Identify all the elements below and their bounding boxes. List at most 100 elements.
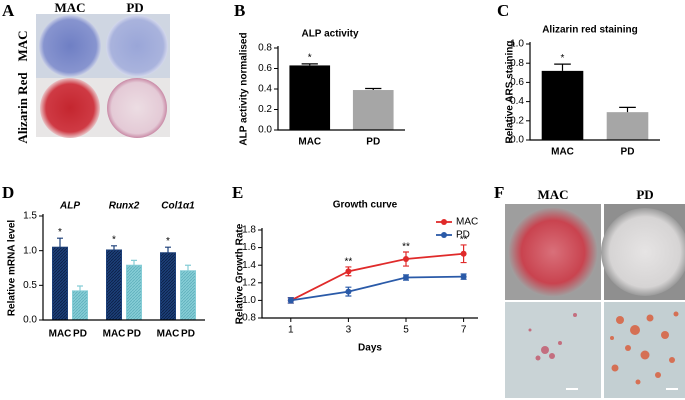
y-tick-label: 0.0 xyxy=(23,315,37,326)
bar xyxy=(541,70,584,140)
y-tick-label: 0.8 xyxy=(510,58,524,69)
x-tick-label: PD xyxy=(73,329,87,340)
column-label: PD xyxy=(636,187,653,202)
category-label: Runx2 xyxy=(109,201,140,212)
error-bar xyxy=(619,106,636,113)
y-tick-label: 0.2 xyxy=(258,104,272,115)
y-tick-label: 1.0 xyxy=(23,245,37,256)
x-tick-label: MAC xyxy=(298,137,321,148)
significance: * xyxy=(166,236,170,247)
error-bar xyxy=(554,63,571,71)
axis xyxy=(529,42,660,141)
x-axis-label: Days xyxy=(358,343,382,354)
panel-f-photos xyxy=(505,204,685,398)
y-tick-label: 1.0 xyxy=(242,295,256,306)
panel-letter: E xyxy=(232,183,243,202)
legend-label: PD xyxy=(456,230,470,241)
x-tick-label: MAC xyxy=(157,329,180,340)
error-bar xyxy=(131,259,137,266)
x-tick-label: MAC xyxy=(49,329,72,340)
x-tick-label: MAC xyxy=(551,147,574,158)
x-tick-label: PD xyxy=(127,329,141,340)
column-label: PD xyxy=(126,0,143,15)
y-tick-label: 0.4 xyxy=(510,96,524,107)
point xyxy=(403,274,409,281)
x-tick-label: 1 xyxy=(288,325,294,336)
y-tick-label: 1.2 xyxy=(242,277,256,288)
error-bar xyxy=(185,264,191,271)
chart-title: ALP activity xyxy=(301,29,358,40)
y-tick-label: 1.4 xyxy=(242,260,256,271)
bar xyxy=(72,290,88,321)
panel-letter: F xyxy=(494,183,504,202)
error-bar xyxy=(365,87,382,91)
y-axis-label: Relative Growth Rate xyxy=(235,223,246,324)
y-tick-label: 1.5 xyxy=(23,211,37,222)
x-tick-label: PD xyxy=(181,329,195,340)
legend-marker xyxy=(441,219,447,225)
row-label: MAC xyxy=(15,30,30,61)
y-axis-label: ALP activity normalised xyxy=(239,32,250,145)
error-bar xyxy=(57,237,63,248)
point xyxy=(345,268,352,275)
x-tick-label: PD xyxy=(366,137,380,148)
chart-title: Alizarin red staining xyxy=(542,25,638,36)
bar xyxy=(106,249,122,321)
y-tick-label: 0.8 xyxy=(258,43,272,54)
significance: * xyxy=(58,227,62,238)
y-tick-label: 0.0 xyxy=(258,125,272,136)
bar xyxy=(289,65,331,130)
y-tick-label: 0.8 xyxy=(242,313,256,324)
y-tick-label: 0.4 xyxy=(258,84,272,95)
point xyxy=(345,288,352,295)
panel-letter: A xyxy=(2,1,15,20)
y-axis-label: Relative mRNA level xyxy=(7,220,18,317)
point xyxy=(460,250,467,257)
category-label: ALP xyxy=(59,201,80,212)
y-axis-label: Relative ARS staining xyxy=(505,41,516,144)
error-bar xyxy=(301,63,318,66)
y-tick-label: 1.8 xyxy=(242,225,256,236)
error-bar xyxy=(77,285,83,291)
series-line xyxy=(290,275,464,302)
axis xyxy=(277,46,405,131)
bar xyxy=(180,270,196,321)
point xyxy=(403,256,409,263)
axis xyxy=(42,214,205,321)
bar xyxy=(606,112,649,140)
panel-letter: D xyxy=(2,183,14,202)
x-tick-label: PD xyxy=(621,147,635,158)
point xyxy=(287,297,294,304)
significance: * xyxy=(561,53,565,64)
y-tick-label: 1.0 xyxy=(510,39,524,50)
error-bar xyxy=(165,246,171,253)
chart-title: Growth curve xyxy=(333,200,398,211)
column-label: MAC xyxy=(537,187,568,202)
x-tick-label: 3 xyxy=(346,325,352,336)
y-tick-label: 0.6 xyxy=(510,77,524,88)
significance: ** xyxy=(460,235,468,246)
bar xyxy=(160,252,176,321)
category-label: Col1α1 xyxy=(161,201,195,212)
panel-letter: B xyxy=(234,1,245,20)
y-tick-label: 0.5 xyxy=(23,280,37,291)
legend-label: MAC xyxy=(456,217,478,228)
row-label: Alizarin Red xyxy=(15,72,30,144)
bar xyxy=(352,90,394,130)
significance: ** xyxy=(402,242,410,253)
axis xyxy=(261,228,478,319)
series-line xyxy=(290,252,464,302)
bar xyxy=(126,264,142,321)
y-tick-label: 1.6 xyxy=(242,242,256,253)
column-label: MAC xyxy=(54,0,85,15)
legend-marker xyxy=(441,232,447,238)
y-tick-label: 0.6 xyxy=(258,63,272,74)
significance: * xyxy=(308,53,312,64)
panel-a-photos xyxy=(36,14,170,138)
bar xyxy=(52,246,68,321)
significance: * xyxy=(112,234,116,245)
error-bar xyxy=(111,245,117,250)
x-tick-label: 7 xyxy=(461,325,467,336)
y-tick-label: 0.2 xyxy=(510,115,524,126)
